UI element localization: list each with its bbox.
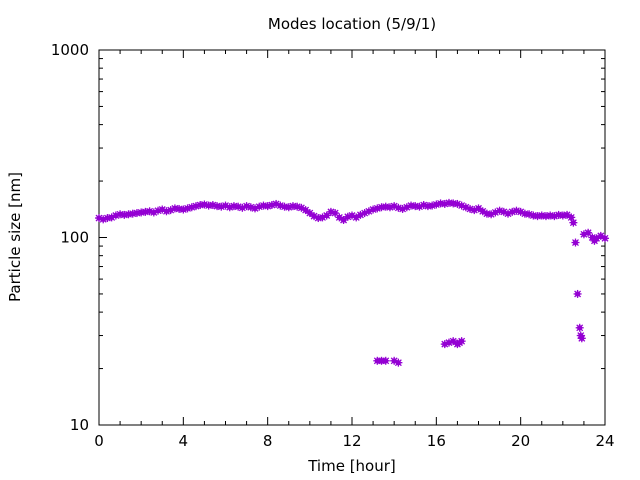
x-tick-label: 12: [342, 432, 361, 450]
data-point: [575, 323, 584, 332]
data-points: [95, 198, 609, 367]
y-tick-label: 1000: [51, 41, 89, 59]
data-point: [381, 356, 390, 365]
y-tick-label: 10: [70, 416, 89, 434]
data-point: [305, 209, 314, 218]
data-point: [573, 289, 582, 298]
axis-ticks: [98, 49, 606, 426]
y-tick-label: 100: [60, 229, 89, 247]
y-axis-label: Particle size [nm]: [6, 172, 24, 302]
data-point: [577, 334, 586, 343]
x-tick-label: 8: [263, 432, 273, 450]
data-point: [474, 204, 483, 213]
x-tick-label: 0: [94, 432, 104, 450]
x-tick-label: 16: [427, 432, 446, 450]
data-point: [339, 215, 348, 224]
chart-title: Modes location (5/9/1): [268, 15, 436, 33]
data-point: [457, 337, 466, 346]
data-point: [571, 238, 580, 247]
x-axis-label: Time [hour]: [307, 457, 396, 475]
data-point: [394, 358, 403, 367]
data-point: [385, 203, 394, 212]
data-point: [546, 211, 555, 220]
tick-labels: 0 4 8 12 16 20 24 10 100 1000: [51, 41, 615, 450]
data-point: [569, 218, 578, 227]
data-point: [326, 207, 335, 216]
data-point: [331, 209, 340, 218]
x-tick-label: 4: [179, 432, 189, 450]
x-tick-label: 24: [595, 432, 614, 450]
x-tick-label: 20: [511, 432, 530, 450]
data-point: [601, 234, 609, 243]
data-point: [398, 204, 407, 213]
